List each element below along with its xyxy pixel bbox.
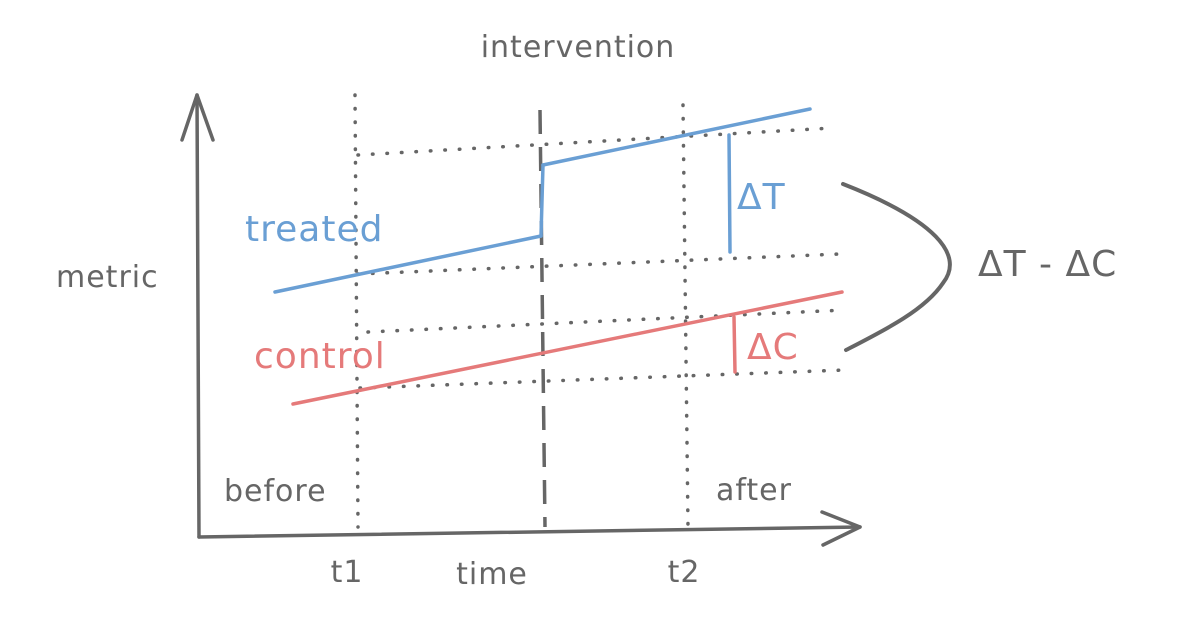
t1-tick-label: t1 [331,555,364,590]
x-axis-label: time [456,557,528,592]
after-period-label: after [716,473,792,508]
t2-tick-label: t2 [668,555,701,590]
y-axis-label: metric [56,260,159,295]
treated-after-parallel-line [356,126,834,157]
y-axis [195,93,201,539]
time-guides [353,93,690,529]
x-axis [197,525,862,539]
t1-guide-line [353,93,360,529]
diagram-title: intervention [481,30,676,65]
delta-c-label: ΔC [747,327,799,368]
treated-line-after [541,107,812,167]
delta-t-bracket [727,133,732,254]
before-period-label: before [224,474,327,509]
intervention-line [538,109,547,528]
delta-c-bracket [732,315,737,374]
difference-brace [841,182,952,352]
treated-line-before [273,234,543,294]
control-baseline-line [358,368,847,390]
control-label: control [254,336,386,377]
axes [180,93,862,547]
difference-label: ΔT - ΔC [978,244,1117,285]
control-line [291,290,844,406]
treated-jump [539,163,545,238]
delta-t-label: ΔT [737,177,786,218]
reference-lines [356,126,847,390]
treated-label: treated [245,209,383,250]
t2-guide-line [681,103,690,529]
treated-baseline-line [356,252,842,276]
control-series [291,290,844,406]
treated-series [273,107,812,294]
x-axis-arrowhead [820,510,862,547]
y-axis-arrowhead [180,93,215,142]
